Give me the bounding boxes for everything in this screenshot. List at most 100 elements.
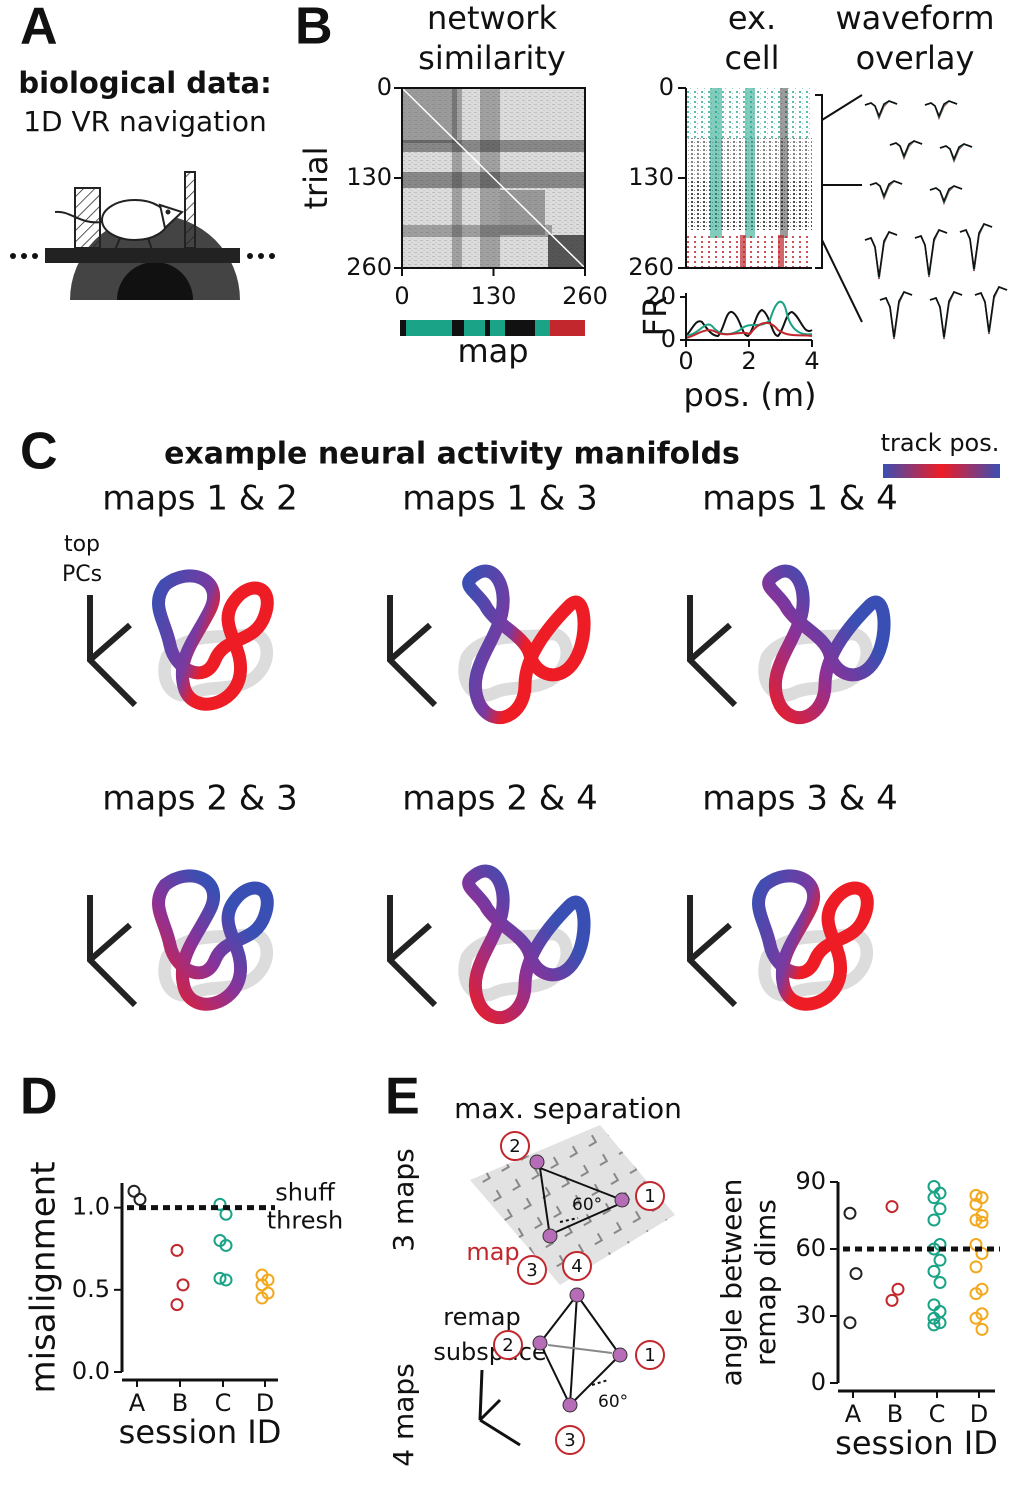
axis-label: PCs <box>62 562 102 587</box>
data-point <box>843 1206 857 1220</box>
x-tick-label: 4 <box>804 347 819 375</box>
title: cell <box>724 39 779 77</box>
y-tick-label: 1.0 <box>72 1193 110 1221</box>
title: ex. <box>728 0 776 37</box>
cell-raster <box>685 88 812 269</box>
waveform <box>939 143 973 162</box>
data-point <box>969 1197 983 1211</box>
panel-label: D <box>20 1068 58 1126</box>
waveform <box>959 223 993 270</box>
angle-label: 60° <box>598 1392 628 1412</box>
node-label: 1 <box>644 1345 655 1366</box>
x-tick-label: 0 <box>678 347 693 375</box>
title: max. separation <box>454 1092 682 1125</box>
x-tick-label: A <box>129 1389 146 1417</box>
y-tick-label: 130 <box>628 163 674 191</box>
pc-axes <box>687 895 738 1008</box>
node-label: 2 <box>502 1335 513 1356</box>
data-point <box>933 1276 947 1289</box>
x-tick-label: D <box>970 1400 988 1428</box>
data-point <box>213 1197 227 1211</box>
panel-label: C <box>20 423 58 481</box>
x-tick-label: B <box>172 1389 188 1417</box>
y-tick-label: 90 <box>795 1167 826 1195</box>
data-point <box>219 1273 233 1287</box>
x-axis-label: session ID <box>835 1424 998 1462</box>
waveform <box>929 291 963 338</box>
similarity-heatmap <box>401 87 586 269</box>
x-tick-label: C <box>929 1400 946 1428</box>
data-point <box>927 1191 941 1205</box>
data-point <box>927 1298 941 1312</box>
data-point <box>933 1305 947 1319</box>
panel-label: A <box>20 0 58 56</box>
title: overlay <box>856 39 975 77</box>
data-point <box>975 1215 989 1229</box>
data-point <box>927 1264 941 1278</box>
title: waveform <box>835 0 994 37</box>
title: biological data: <box>18 66 271 100</box>
pc-axes <box>387 595 438 708</box>
data-point <box>969 1287 983 1301</box>
title: similarity <box>418 39 566 77</box>
y-tick-label: 0 <box>661 325 676 353</box>
data-point <box>969 1213 983 1227</box>
map-colorbar <box>400 320 585 336</box>
waveform-overlay <box>815 94 863 323</box>
data-point <box>219 1238 233 1252</box>
y-tick-label: 0 <box>377 73 392 101</box>
panel-label: E <box>385 1068 420 1126</box>
x-tick-label: A <box>845 1400 862 1428</box>
data-point <box>969 1311 983 1325</box>
firing-rate-traces <box>685 293 813 341</box>
mouse-illustration <box>10 171 275 300</box>
data-point <box>849 1267 863 1281</box>
data-point <box>170 1243 184 1257</box>
node-label: 2 <box>509 1136 520 1157</box>
subplot-title: maps 1 & 3 <box>402 479 597 519</box>
y-tick-label: 0 <box>659 73 674 101</box>
data-point <box>927 1179 941 1193</box>
waveforms <box>864 100 1008 340</box>
data-point <box>975 1322 989 1336</box>
subplot-title: maps 1 & 2 <box>102 479 297 519</box>
data-point <box>933 1316 947 1330</box>
subplot-title: maps 1 & 4 <box>702 479 897 519</box>
data-point <box>176 1278 190 1292</box>
x-tick-label: B <box>887 1400 903 1428</box>
data-point <box>255 1291 269 1305</box>
three-map-diagram: 60° map 1 2 3 <box>466 1125 675 1285</box>
data-point <box>885 1200 899 1214</box>
data-point <box>133 1192 147 1206</box>
data-point <box>927 1318 941 1332</box>
data-point <box>219 1207 233 1221</box>
y-axis-label: trial <box>297 146 335 209</box>
four-map-diagram: remap subspace 60° 1 2 3 4 <box>433 1251 665 1455</box>
waveform <box>974 286 1008 333</box>
y-tick-label: 130 <box>346 163 392 191</box>
threshold-label: shuff <box>275 1179 335 1207</box>
panel-a: A biological data: 1D VR navigation <box>10 0 275 300</box>
pc-axes <box>87 895 138 1008</box>
threshold-label: thresh <box>267 1207 343 1235</box>
waveform <box>879 291 913 338</box>
panel-b: B network similarity ex. cell waveform o… <box>295 0 1008 414</box>
waveform <box>914 229 948 276</box>
y-tick-label: 0.5 <box>72 1275 110 1303</box>
colorbar <box>883 464 1000 478</box>
subplot-title: maps 2 & 4 <box>402 779 597 819</box>
x-tick-label: 0 <box>394 282 409 310</box>
waveform <box>924 100 958 119</box>
data-point <box>969 1260 983 1274</box>
subplot-title: maps 2 & 3 <box>102 779 297 819</box>
data-point <box>969 1188 983 1202</box>
subtitle: 1D VR navigation <box>23 105 267 138</box>
y-axis-label: remap dims <box>749 1199 782 1366</box>
row-label: 4 maps <box>387 1363 420 1467</box>
data-point <box>213 1271 227 1285</box>
x-tick-label: 130 <box>471 282 517 310</box>
angle-label: 60° <box>572 1195 602 1215</box>
